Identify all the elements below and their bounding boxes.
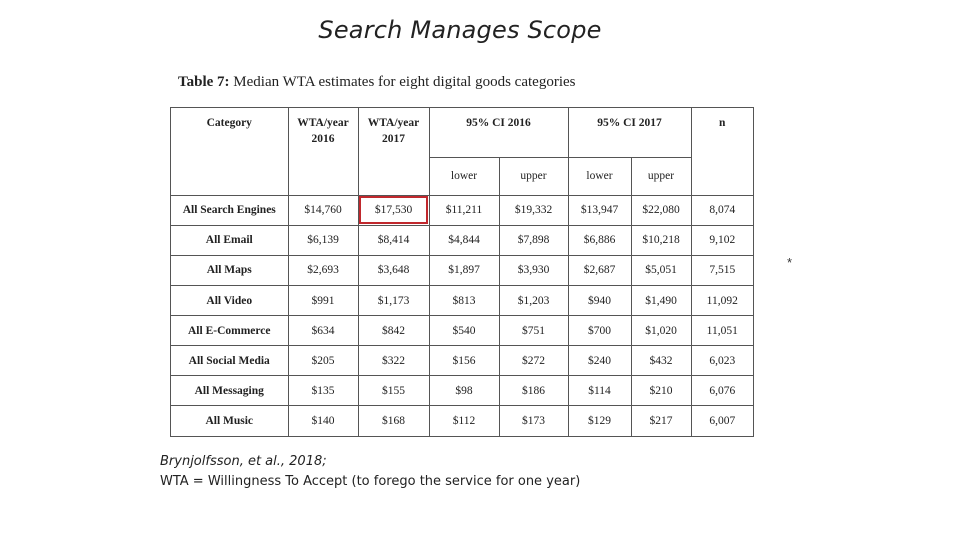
table-row: All Video $991 $1,173 $813 $1,203 $940 $… <box>171 284 753 317</box>
cell-wta-2017: $168 <box>357 405 430 436</box>
cell-ci-2016-upper: $186 <box>498 375 569 407</box>
cell-ci-2017-lower: $129 <box>567 405 632 436</box>
wta-table-container: Category WTA/year 2016 WTA/year 2017 95%… <box>170 107 754 437</box>
cell-ci-2016-upper: $751 <box>498 315 569 347</box>
row-category: All Music <box>171 405 289 436</box>
subheader-upper-2016: upper <box>498 156 569 196</box>
cell-wta-2017: $322 <box>357 345 430 377</box>
cell-ci-2016-upper: $1,203 <box>498 284 569 317</box>
row-category: All Email <box>171 224 289 256</box>
wta-table: Category WTA/year 2016 WTA/year 2017 95%… <box>171 108 753 436</box>
cell-wta-2017: $155 <box>357 375 430 407</box>
header-wta-2017: WTA/year 2017 <box>357 108 430 196</box>
cell-wta-2016: $991 <box>287 284 359 317</box>
cell-wta-2016: $140 <box>287 405 359 436</box>
cell-ci-2017-lower: $700 <box>567 315 632 347</box>
cell-wta-2016: $14,760 <box>287 194 359 226</box>
row-category: All Social Media <box>171 345 289 377</box>
cell-wta-2017: $842 <box>357 315 430 347</box>
cell-ci-2017-lower: $114 <box>567 375 632 407</box>
cell-ci-2016-upper: $173 <box>498 405 569 436</box>
cell-wta-2016: $634 <box>287 315 359 347</box>
header-n: n <box>690 108 753 196</box>
cell-wta-2017: $1,173 <box>357 284 430 317</box>
cell-ci-2017-upper: $5,051 <box>630 254 692 286</box>
cell-ci-2016-lower: $11,211 <box>428 194 500 226</box>
cell-ci-2016-upper: $19,332 <box>498 194 569 226</box>
cell-ci-2016-lower: $1,897 <box>428 254 500 286</box>
table-row: All Maps $2,693 $3,648 $1,897 $3,930 $2,… <box>171 254 753 286</box>
table-header-row: Category WTA/year 2016 WTA/year 2017 95%… <box>171 108 753 196</box>
cell-ci-2017-lower: $6,886 <box>567 224 632 256</box>
header-ci-2017: 95% CI 2017 <box>567 108 692 158</box>
cell-ci-2016-lower: $98 <box>428 375 500 407</box>
cell-ci-2017-upper: $210 <box>630 375 692 407</box>
cell-ci-2016-upper: $3,930 <box>498 254 569 286</box>
cell-ci-2016-lower: $156 <box>428 345 500 377</box>
cell-ci-2017-lower: $240 <box>567 345 632 377</box>
header-wta-2016: WTA/year 2016 <box>287 108 359 196</box>
cell-ci-2016-upper: $7,898 <box>498 224 569 256</box>
subheader-lower-2016: lower <box>429 156 500 196</box>
cell-ci-2017-upper: $10,218 <box>630 224 692 256</box>
table-row: All Messaging $135 $155 $98 $186 $114 $2… <box>171 375 753 407</box>
cell-ci-2017-lower: $2,687 <box>567 254 632 286</box>
subheader-upper-2017: upper <box>630 156 691 196</box>
cell-wta-2016: $6,139 <box>287 224 359 256</box>
table-caption-text: Median WTA estimates for eight digital g… <box>233 74 576 90</box>
citation: Brynjolfsson, et al., 2018; WTA = Willin… <box>160 452 580 492</box>
cell-wta-2017: $8,414 <box>357 224 430 256</box>
cell-n: 9,102 <box>690 224 753 256</box>
cell-ci-2016-lower: $813 <box>428 284 500 317</box>
cell-wta-2017-highlighted: $17,530 <box>357 194 430 226</box>
cell-ci-2017-lower: $940 <box>567 284 632 317</box>
cell-n: 6,076 <box>690 375 753 407</box>
table-row: All E-Commerce $634 $842 $540 $751 $700 … <box>171 315 753 347</box>
row-category: All Video <box>171 284 289 317</box>
row-category: All E-Commerce <box>171 315 289 347</box>
citation-definition: WTA = Willingness To Accept (to forego t… <box>160 474 581 489</box>
cell-wta-2016: $135 <box>287 375 359 407</box>
cell-ci-2016-lower: $540 <box>428 315 500 347</box>
table-row: All Email $6,139 $8,414 $4,844 $7,898 $6… <box>171 224 753 256</box>
cell-ci-2016-lower: $4,844 <box>428 224 500 256</box>
cell-n: 11,092 <box>690 284 753 317</box>
cell-wta-2016: $2,693 <box>287 254 359 286</box>
cell-ci-2016-lower: $112 <box>428 405 500 436</box>
table-row: All Search Engines $14,760 $17,530 $11,2… <box>171 194 753 226</box>
cell-ci-2016-upper: $272 <box>498 345 569 377</box>
cell-ci-2017-upper: $1,020 <box>630 315 692 347</box>
cell-n: 6,007 <box>690 405 753 436</box>
subheader-lower-2017: lower <box>567 156 632 196</box>
asterisk-marker: * <box>787 255 793 270</box>
cell-ci-2017-upper: $432 <box>630 345 692 377</box>
table-row: All Music $140 $168 $112 $173 $129 $217 … <box>171 405 753 436</box>
cell-ci-2017-upper: $1,490 <box>630 284 692 317</box>
citation-reference: Brynjolfsson, et al., 2018; <box>160 454 327 469</box>
cell-ci-2017-upper: $217 <box>630 405 692 436</box>
row-category: All Search Engines <box>171 194 289 226</box>
cell-n: 7,515 <box>690 254 753 286</box>
cell-ci-2017-upper: $22,080 <box>630 194 692 226</box>
table-row: All Social Media $205 $322 $156 $272 $24… <box>171 345 753 377</box>
row-category: All Maps <box>171 254 289 286</box>
header-ci-2016: 95% CI 2016 <box>428 108 569 158</box>
cell-n: 6,023 <box>690 345 753 377</box>
header-category: Category <box>171 108 289 196</box>
cell-n: 8,074 <box>690 194 753 226</box>
cell-ci-2017-lower: $13,947 <box>567 194 632 226</box>
table-caption-label: Table 7: <box>178 74 230 90</box>
table-caption: Table 7: Median WTA estimates for eight … <box>178 74 575 91</box>
cell-n: 11,051 <box>690 315 753 347</box>
cell-wta-2017: $3,648 <box>357 254 430 286</box>
table-subheader-row: lower upper lower upper <box>171 156 753 196</box>
cell-wta-2016: $205 <box>287 345 359 377</box>
slide-title: Search Manages Scope <box>318 16 602 44</box>
row-category: All Messaging <box>171 375 289 407</box>
